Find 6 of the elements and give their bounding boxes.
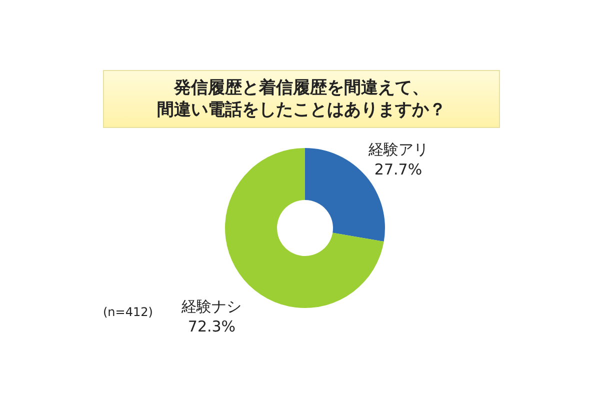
slice-label: 経験ナシ bbox=[180, 298, 242, 316]
slice-label: 経験アリ bbox=[367, 140, 428, 158]
data-label: 27.7% bbox=[374, 160, 422, 178]
text: (n=412) bbox=[103, 305, 153, 319]
chart-title: 発信履歴と着信履歴を間違えて、間違い電話をしたことはありますか？ bbox=[156, 77, 447, 121]
data-label: 72.3% bbox=[188, 318, 236, 336]
